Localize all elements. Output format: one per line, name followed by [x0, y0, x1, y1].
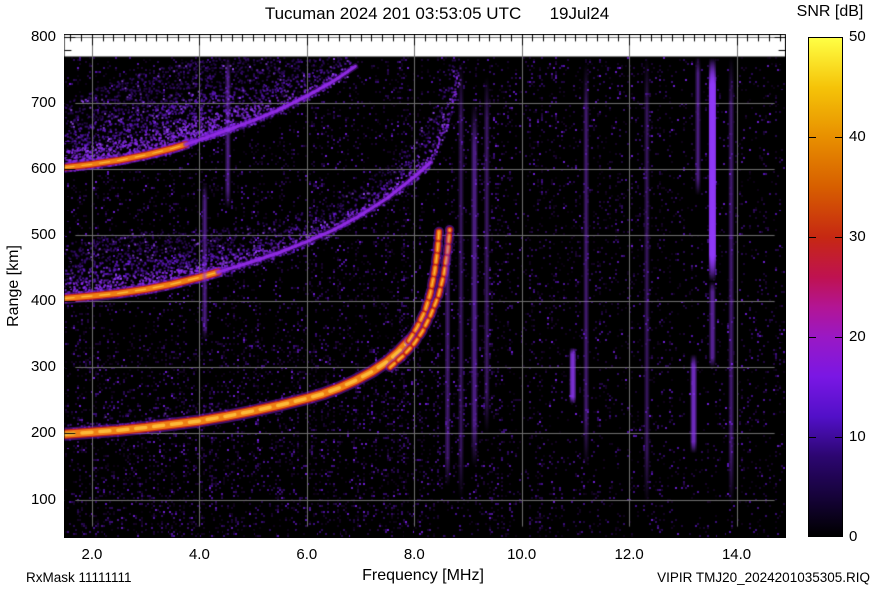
colorbar-tick-mark	[835, 137, 842, 138]
y-tick-label: 700	[30, 93, 56, 111]
x-tick-label: 8.0	[403, 546, 425, 563]
colorbar-title: SNR [dB]	[796, 3, 864, 20]
colorbar-tick-label: 50	[849, 28, 866, 45]
y-tick-label: 600	[30, 159, 56, 177]
colorbar-tick-mark	[835, 437, 842, 438]
colorbar-tick-mark	[809, 137, 816, 138]
colorbar-tick-label: 40	[849, 128, 866, 145]
colorbar-tick-label: 20	[849, 328, 866, 345]
colorbar-tick-label: 0	[849, 528, 858, 545]
data-file-id: VIPIR TMJ20_2024201035305.RIQ	[657, 570, 870, 585]
plot-title: Tucuman 2024 201 03:53:05 UTC 19Jul24	[0, 4, 874, 24]
colorbar-tick-label: 30	[849, 228, 866, 245]
snr-colorbar	[808, 37, 843, 537]
y-tick-label: 300	[30, 358, 56, 376]
x-tick-label: 6.0	[296, 546, 318, 563]
y-tick-label: 500	[30, 226, 56, 244]
x-tick-label: 10.0	[507, 546, 537, 563]
y-tick-label: 400	[30, 292, 56, 310]
x-tick-label: 2.0	[81, 546, 103, 563]
rx-mask-text: RxMask 11111111	[26, 570, 132, 585]
title-gap	[521, 4, 549, 23]
title-date: 19Jul24	[549, 4, 610, 23]
x-tick-label: 14.0	[721, 546, 752, 563]
colorbar-tick-mark	[809, 437, 816, 438]
title-station-time: Tucuman 2024 201 03:53:05 UTC	[264, 4, 522, 23]
colorbar-tick-label: 10	[849, 428, 866, 445]
y-tick-label: 200	[30, 424, 56, 442]
ionogram-heatmap-canvas	[64, 34, 786, 538]
y-tick-label: 800	[30, 27, 56, 45]
y-tick-label: 100	[30, 490, 56, 508]
x-tick-label: 12.0	[614, 546, 644, 563]
colorbar-tick-mark	[835, 237, 842, 238]
x-axis-label: Frequency [MHz]	[362, 567, 484, 584]
colorbar-tick-mark	[809, 237, 816, 238]
x-tick-label: 4.0	[188, 546, 210, 563]
y-axis-label: Range [km]	[5, 245, 22, 327]
colorbar-tick-mark	[835, 337, 842, 338]
colorbar-tick-mark	[809, 337, 816, 338]
